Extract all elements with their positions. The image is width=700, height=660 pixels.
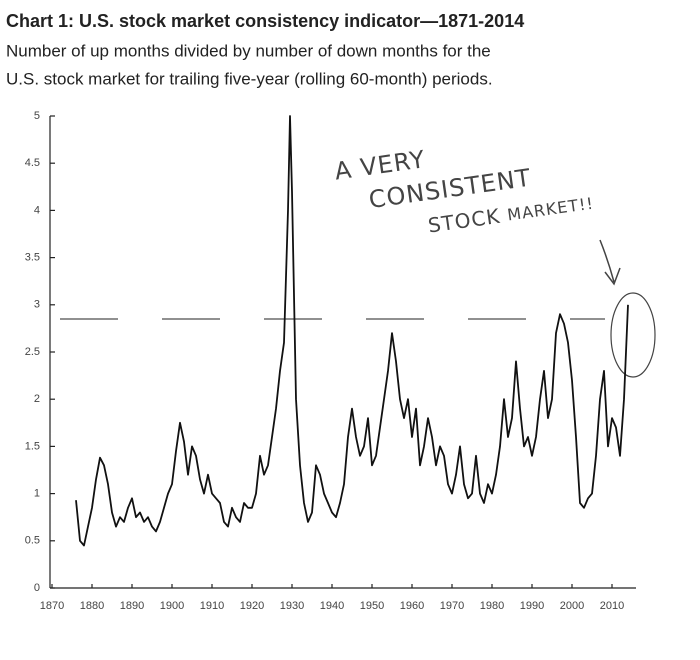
y-tick-label: 0.5 (25, 535, 40, 547)
x-tick-label: 1930 (280, 600, 304, 612)
highlight-ellipse (610, 292, 656, 378)
arrow (599, 239, 621, 286)
x-tick-label: 1980 (480, 600, 504, 612)
x-tick-label: 1960 (400, 600, 424, 612)
x-tick-label: 1950 (360, 600, 384, 612)
x-tick-label: 1970 (440, 600, 464, 612)
x-tick-label: 1900 (160, 600, 184, 612)
y-tick-label: 4 (34, 204, 40, 216)
data-line (75, 115, 629, 547)
y-tick-label: 2.5 (25, 346, 40, 358)
y-tick-label: 1.5 (25, 440, 40, 452)
y-tick-label: 3 (34, 299, 40, 311)
x-tick-label: 1880 (80, 600, 104, 612)
x-tick-label: 1990 (520, 600, 544, 612)
annotation: A VERY CONSISTENT STOCK MARKET!! (333, 145, 595, 238)
y-tick-label: 0 (34, 582, 40, 594)
y-tick-label: 1 (34, 488, 40, 500)
y-tick-label: 5 (34, 110, 40, 122)
x-tick-label: 2010 (600, 600, 624, 612)
annotation-text: STOCK (426, 204, 501, 238)
y-tick-label: 4.5 (25, 157, 40, 169)
y-tick-label: 2 (34, 393, 40, 405)
x-tick-label: 2000 (560, 600, 584, 612)
y-tick-label: 3.5 (25, 252, 40, 264)
chart-title: Chart 1: U.S. stock market consistency i… (6, 11, 524, 31)
x-tick-label: 1920 (240, 600, 264, 612)
chart-subtitle: U.S. stock market for trailing five-year… (6, 69, 493, 88)
chart-subtitle: Number of up months divided by number of… (6, 41, 491, 60)
x-tick-label: 1870 (40, 600, 64, 612)
annotation-text: MARKET!! (506, 194, 595, 225)
x-tick-label: 1910 (200, 600, 224, 612)
x-tick-label: 1940 (320, 600, 344, 612)
x-tick-label: 1890 (120, 600, 144, 612)
